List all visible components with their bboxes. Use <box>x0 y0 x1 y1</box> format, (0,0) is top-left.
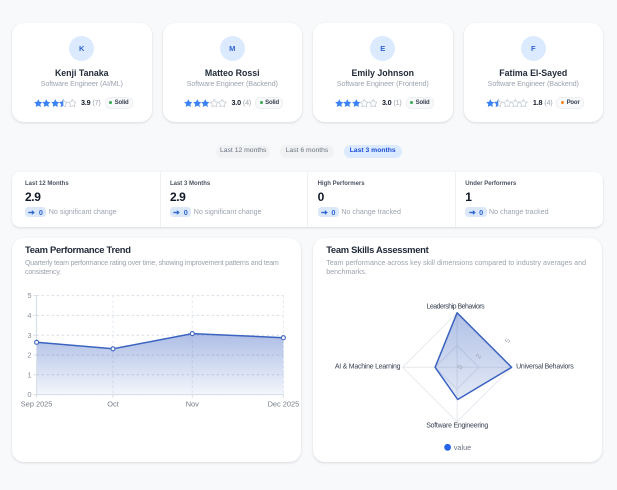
svg-text:Software Engineering: Software Engineering <box>426 423 488 430</box>
svg-text:0: 0 <box>27 390 31 399</box>
svg-text:5: 5 <box>27 291 31 300</box>
svg-text:2: 2 <box>475 353 483 360</box>
svg-text:0: 0 <box>457 364 465 371</box>
svg-text:Leadership Behaviors: Leadership Behaviors <box>427 304 486 311</box>
svg-text:Sep 2025: Sep 2025 <box>21 399 53 408</box>
svg-text:value: value <box>454 443 471 452</box>
svg-text:AI & Machine Learning: AI & Machine Learning <box>335 364 401 371</box>
svg-text:5: 5 <box>504 338 512 345</box>
svg-text:3: 3 <box>27 331 31 340</box>
svg-text:Dec 2025: Dec 2025 <box>268 399 300 408</box>
svg-text:Nov: Nov <box>186 399 199 408</box>
svg-text:1: 1 <box>27 370 31 379</box>
svg-text:2: 2 <box>27 351 31 360</box>
svg-text:4: 4 <box>27 311 31 320</box>
svg-text:Universal Behaviors: Universal Behaviors <box>516 364 574 371</box>
svg-text:Oct: Oct <box>107 399 118 408</box>
